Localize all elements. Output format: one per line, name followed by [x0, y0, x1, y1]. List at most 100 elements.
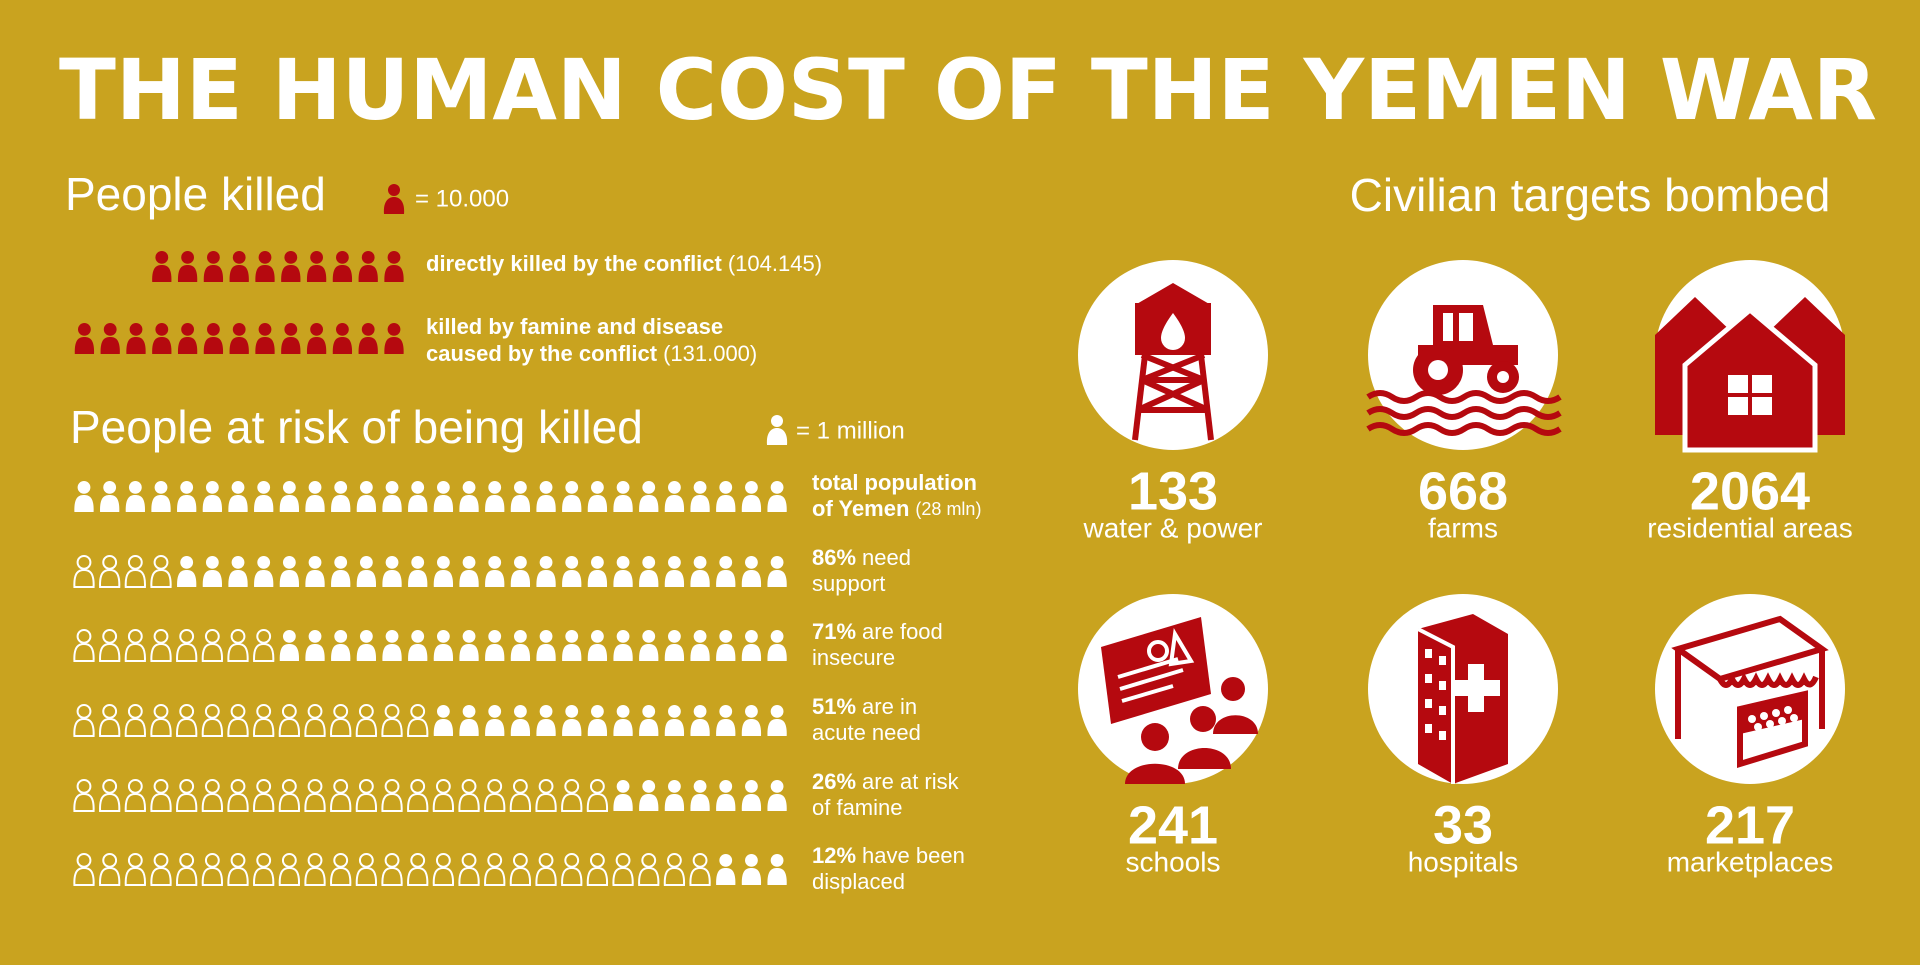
label-line: 51% are in [812, 694, 917, 719]
person-body [73, 718, 95, 737]
label-text: are at risk [862, 769, 960, 794]
person-head [411, 629, 425, 643]
person-body [278, 793, 300, 812]
person-body [176, 793, 198, 812]
person-body [536, 644, 556, 661]
person-icon [664, 480, 685, 512]
person-head [307, 703, 323, 719]
person-body [459, 719, 479, 736]
label-text: caused by the conflict [426, 341, 658, 366]
person-icon [767, 853, 787, 885]
person-body [716, 570, 736, 587]
person-icon [306, 322, 327, 354]
person-head [102, 778, 118, 794]
person-body [150, 643, 172, 662]
person-body [201, 643, 223, 662]
person-head [127, 778, 143, 794]
person-head [153, 554, 169, 570]
person-head [281, 778, 297, 794]
person-head [435, 778, 451, 794]
person-icon [177, 480, 197, 512]
person-icon [741, 853, 762, 885]
label-text: have been [862, 843, 965, 868]
person-body [384, 337, 404, 354]
person-body [638, 867, 660, 886]
person-outline [407, 778, 429, 812]
person-head [539, 555, 553, 569]
person-icon [767, 629, 787, 661]
person-icon [356, 480, 377, 512]
person-head [642, 480, 656, 494]
target-value: 217 [1705, 795, 1795, 855]
person-head [231, 555, 245, 569]
person-outline [381, 778, 403, 812]
person-head [333, 778, 349, 794]
person-body [509, 867, 531, 886]
person-body [664, 794, 685, 811]
person-body [639, 570, 659, 587]
person-body [408, 570, 428, 587]
person-body [381, 867, 403, 886]
person-head [591, 629, 604, 643]
person-icon [562, 555, 582, 587]
person-body [432, 793, 454, 812]
person-head [103, 322, 117, 336]
person-outline [304, 778, 326, 812]
person-head [361, 322, 375, 336]
person-head [129, 322, 143, 336]
target-value: 668 [1418, 461, 1508, 521]
person-outline [638, 852, 660, 886]
person-head [281, 852, 297, 868]
target-value: 241 [1128, 795, 1218, 855]
person-head [564, 778, 580, 794]
person-outline [99, 778, 121, 812]
person-body [509, 793, 531, 812]
person-body [202, 570, 223, 587]
person-head [616, 629, 630, 643]
person-body [279, 644, 300, 661]
person-head [336, 322, 349, 336]
person-head [539, 629, 553, 643]
label-text: 71% [812, 619, 856, 644]
person-icon [202, 480, 223, 512]
person-icon [305, 629, 325, 661]
person-head [770, 480, 784, 494]
person-body [305, 495, 325, 512]
person-head [231, 480, 245, 494]
person-icon [510, 704, 531, 736]
person-body [690, 495, 710, 512]
person-body [279, 570, 300, 587]
label-text: are in [862, 694, 917, 719]
person-head [745, 704, 758, 718]
person-head [642, 555, 656, 569]
person-icon [639, 704, 659, 736]
person-icon [613, 629, 633, 661]
person-icon [202, 555, 223, 587]
person-body [152, 265, 172, 282]
person-body [510, 495, 531, 512]
person-icon [281, 250, 301, 282]
person-icon [332, 322, 353, 354]
person-body [485, 644, 505, 661]
person-body [741, 794, 762, 811]
person-body [587, 719, 608, 736]
label-text: directly killed by the conflict [426, 251, 723, 276]
person-icon [613, 555, 633, 587]
person-icon [562, 704, 582, 736]
person-head [693, 704, 707, 718]
person-body [716, 495, 736, 512]
person-outline [253, 778, 275, 812]
person-head [102, 703, 118, 719]
person-head [565, 555, 579, 569]
person-outline [73, 628, 95, 662]
person-head [308, 555, 322, 569]
person-body [124, 718, 146, 737]
person-body [663, 867, 686, 886]
person-body [689, 867, 711, 886]
person-head [539, 480, 553, 494]
person-head [232, 250, 246, 264]
person-head [719, 480, 733, 494]
person-head [153, 703, 169, 719]
person-icon [433, 629, 454, 661]
